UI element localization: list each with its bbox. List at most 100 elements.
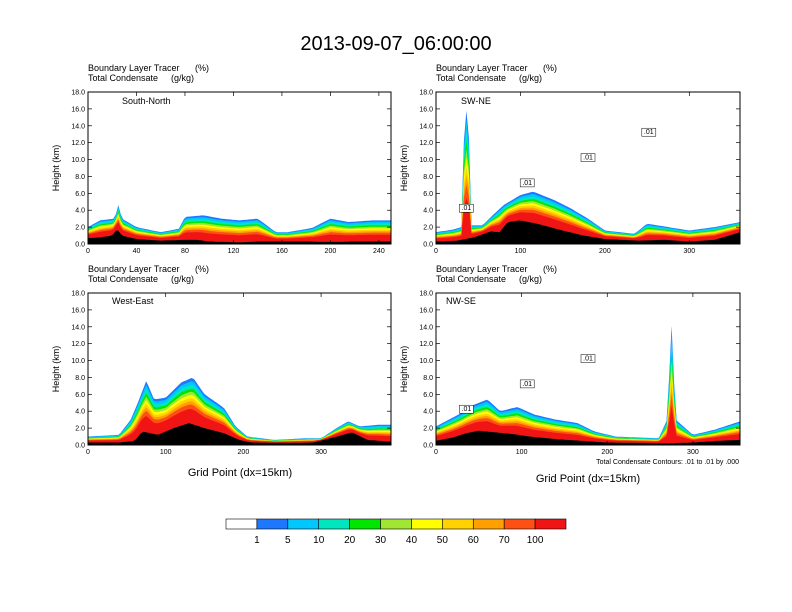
tracer-band-9 xyxy=(88,409,391,443)
y-axis-label: Height (km) xyxy=(51,145,61,192)
y-tick-label: 12.0 xyxy=(71,341,85,348)
colorbar-swatch xyxy=(411,518,443,530)
x-tick-label: 0 xyxy=(86,248,90,255)
y-tick-label: 10.0 xyxy=(71,157,85,164)
y-tick-label: 0.0 xyxy=(423,242,433,249)
y-tick-label: 16.0 xyxy=(419,307,433,314)
x-tick-label: 200 xyxy=(238,449,250,456)
x-tick-label: 300 xyxy=(683,248,695,255)
contour-units: (g/kg) xyxy=(171,274,194,284)
colorbar-swatch xyxy=(380,518,412,530)
y-tick-label: 14.0 xyxy=(71,123,85,130)
y-tick-label: 10.0 xyxy=(419,358,433,365)
y-tick-label: 8.0 xyxy=(75,375,85,382)
contour-label: Total Condensate xyxy=(88,73,158,83)
x-tick-label: 40 xyxy=(133,248,141,255)
x-tick-label: 0 xyxy=(86,449,90,456)
contour-label-box xyxy=(580,153,596,162)
contour-label: .01 xyxy=(462,406,472,413)
y-tick-label: 0.0 xyxy=(75,443,85,450)
y-axis-label: Height (km) xyxy=(399,145,409,192)
x-tick-label: 300 xyxy=(315,449,327,456)
y-tick-label: 14.0 xyxy=(419,324,433,331)
colorbar-tick-label: 60 xyxy=(468,535,480,546)
colorbar-swatch xyxy=(503,518,536,530)
contour-label: .01 xyxy=(522,381,532,388)
contour-label: .01 xyxy=(462,205,472,212)
x-tick-label: 100 xyxy=(516,449,528,456)
field-label: Boundary Layer Tracer xyxy=(88,264,180,274)
y-tick-label: 4.0 xyxy=(75,409,85,416)
y-tick-label: 0.0 xyxy=(75,242,85,249)
field-units: (%) xyxy=(195,264,209,274)
terrain xyxy=(88,423,391,445)
plot-frame xyxy=(435,91,741,245)
colorbar-swatch xyxy=(318,518,350,530)
colorbar: 1 5 10 20 30 40 50 60 70 100 xyxy=(225,518,567,546)
x-tick-label: 100 xyxy=(160,449,172,456)
terrain xyxy=(436,220,740,244)
y-tick-label: 14.0 xyxy=(419,123,433,130)
y-tick-label: 4.0 xyxy=(423,409,433,416)
colorbar-swatch xyxy=(472,518,505,530)
field-units: (%) xyxy=(195,63,209,73)
colorbar-tick-label: 30 xyxy=(375,535,387,546)
y-tick-label: 18.0 xyxy=(71,291,85,298)
plot-frame xyxy=(435,292,741,446)
y-tick-label: 2.0 xyxy=(423,426,433,433)
x-tick-label: 0 xyxy=(434,248,438,255)
contour-label: Total Condensate xyxy=(436,73,506,83)
colorbar-swatch xyxy=(534,518,567,530)
field-label: Boundary Layer Tracer xyxy=(436,264,528,274)
y-tick-label: 4.0 xyxy=(75,208,85,215)
x-tick-label: 80 xyxy=(181,248,189,255)
contour-label: .01 xyxy=(644,129,654,136)
field-label: Boundary Layer Tracer xyxy=(436,63,528,73)
tracer-band-9 xyxy=(436,405,740,444)
y-tick-label: 8.0 xyxy=(423,375,433,382)
panel-south-north: Boundary Layer Tracer (%) Total Condensa… xyxy=(51,63,392,255)
x-axis-label: Grid Point (dx=15km) xyxy=(188,467,292,479)
panel-nw-se: Boundary Layer Tracer (%) Total Condensa… xyxy=(399,264,741,485)
colorbar-swatch xyxy=(287,518,320,530)
colorbar-tick-label: 20 xyxy=(344,535,356,546)
y-tick-label: 2.0 xyxy=(423,225,433,232)
colorbar-swatch xyxy=(225,518,258,530)
contour-label-box xyxy=(641,127,657,137)
field-units: (%) xyxy=(543,264,557,274)
y-tick-label: 18.0 xyxy=(71,90,85,97)
contour-label-box xyxy=(519,379,535,389)
contour-label: Total Condensate xyxy=(88,274,158,284)
y-tick-label: 12.0 xyxy=(419,341,433,348)
tracer-band-9 xyxy=(88,222,391,243)
y-tick-label: 8.0 xyxy=(75,174,85,181)
tracer-band-9 xyxy=(436,197,740,242)
contour-label: .01 xyxy=(583,155,593,162)
colorbar-tick-label: 50 xyxy=(437,535,449,546)
x-tick-label: 200 xyxy=(601,449,613,456)
y-tick-label: 6.0 xyxy=(423,392,433,399)
x-tick-label: 300 xyxy=(687,449,699,456)
x-tick-label: 200 xyxy=(325,248,337,255)
plot-frame xyxy=(87,91,392,245)
colorbar-tick-label: 70 xyxy=(499,535,511,546)
y-tick-label: 12.0 xyxy=(419,140,433,147)
colorbar-tick-label: 100 xyxy=(527,535,544,546)
colorbar-tick-label: 10 xyxy=(313,535,325,546)
x-tick-label: 120 xyxy=(228,248,240,255)
panel-name: NW-SE xyxy=(446,296,476,306)
contour-units: (g/kg) xyxy=(171,73,194,83)
figure-title: 2013-09-07_06:00:00 xyxy=(300,33,491,55)
terrain xyxy=(436,430,740,445)
contour-label: Total Condensate xyxy=(436,274,506,284)
y-tick-label: 8.0 xyxy=(423,174,433,181)
field-label: Boundary Layer Tracer xyxy=(88,63,180,73)
x-tick-label: 100 xyxy=(515,248,527,255)
contour-label: .01 xyxy=(583,356,593,363)
field-units: (%) xyxy=(543,63,557,73)
contour-label-box xyxy=(459,203,474,213)
y-tick-label: 18.0 xyxy=(419,291,433,298)
y-tick-label: 14.0 xyxy=(71,324,85,331)
x-tick-label: 200 xyxy=(599,248,611,255)
